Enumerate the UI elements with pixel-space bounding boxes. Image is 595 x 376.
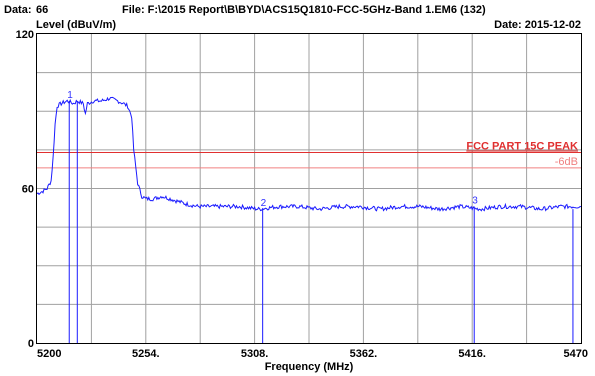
trace-group [36,96,582,212]
marker-group: 1 2 3 [67,90,574,343]
x-tick-label: 5200 [37,348,61,360]
x-tick-label: 5416. [458,348,486,360]
limit-line-label: -6dB [555,156,578,168]
limit-lines: FCC PART 15C PEAK -6dB [37,140,581,169]
marker-label: 3 [472,196,478,207]
plot-area: FCC PART 15C PEAK -6dB 1 2 3 [36,33,582,344]
y-tick-label: 0 [28,338,34,350]
marker-label: 1 [67,90,73,101]
y-tick-labels: 0 60 120 [16,29,34,350]
x-tick-label: 5308. [241,348,269,360]
grid-lines [37,34,581,343]
y-tick-label: 120 [16,29,34,41]
limit-line-label: FCC PART 15C PEAK [466,140,578,152]
data-label: Data: [4,4,32,16]
y-tick-label: 60 [22,184,34,196]
x-tick-labels: 5200 5254. 5308. 5362. 5416. 5470 [37,348,588,360]
marker-label: 2 [261,198,267,209]
x-tick-label: 5362. [350,348,378,360]
x-tick-label: 5254. [132,348,160,360]
file-path: File: F:\2015 Report\B\BYD\ACS15Q1810-FC… [122,4,486,16]
y-axis-label: Level (dBuV/m) [36,19,116,31]
x-tick-label: 5470 [564,348,588,360]
trace-line [36,96,582,212]
data-value: 66 [36,4,48,16]
x-axis-label: Frequency (MHz) [265,361,354,373]
date-text: Date: 2015-12-02 [494,19,581,31]
